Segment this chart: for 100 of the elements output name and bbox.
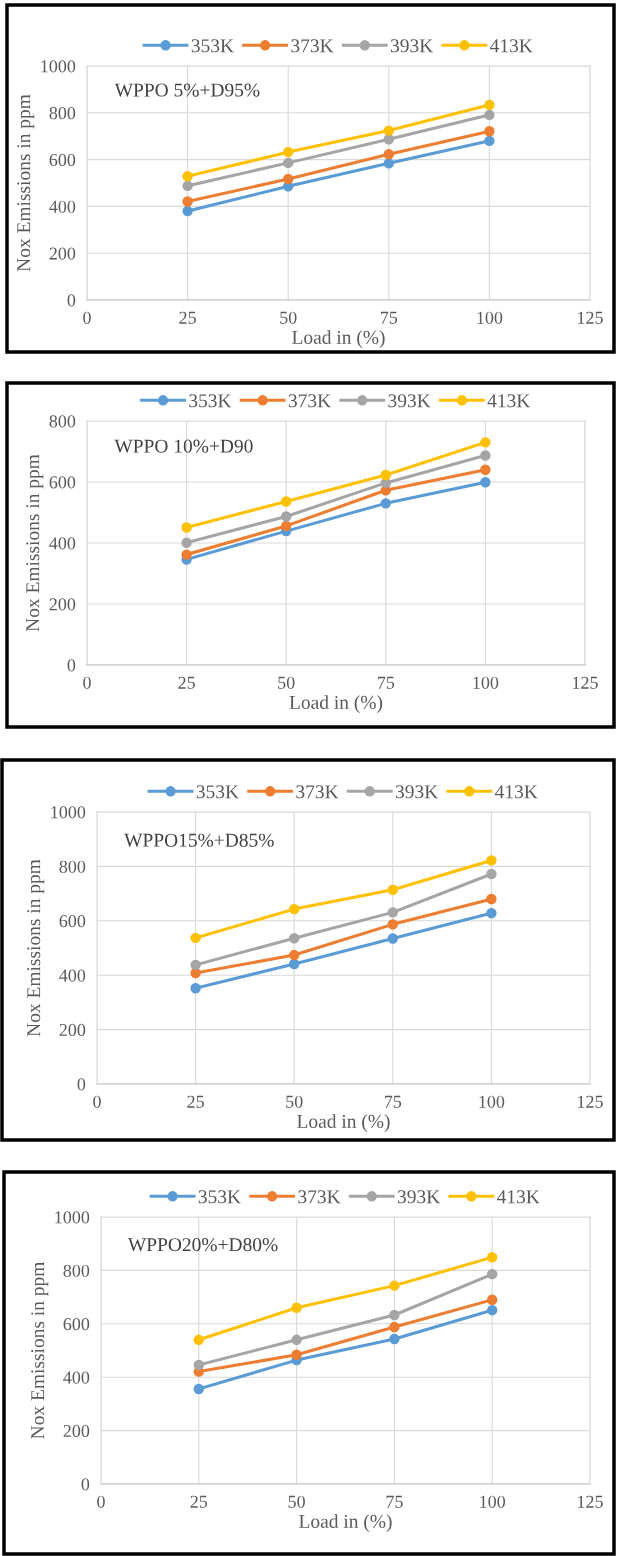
- y-tick-label: 0: [81, 1478, 90, 1491]
- annotation: WPPO15%+D85%: [124, 833, 274, 847]
- y-tick-label: 200: [49, 598, 76, 611]
- point: [383, 158, 395, 169]
- y-tick-label: 400: [49, 200, 76, 213]
- point: [486, 907, 497, 919]
- point: [280, 496, 292, 507]
- point: [383, 134, 395, 145]
- x-tick-label: 25: [187, 1095, 204, 1108]
- y-tick-label: 600: [63, 1318, 90, 1331]
- x-tick-label: 50: [288, 1495, 305, 1508]
- point: [181, 522, 192, 533]
- point: [282, 157, 294, 169]
- point: [389, 1309, 400, 1321]
- x-tick-label: 0: [97, 1495, 105, 1508]
- point: [182, 171, 193, 182]
- point: [182, 180, 193, 192]
- point: [486, 868, 497, 880]
- point: [193, 1334, 205, 1346]
- point: [291, 1334, 302, 1346]
- x-tick-label: 100: [477, 311, 503, 324]
- point: [484, 126, 495, 137]
- y-tick-label: 400: [63, 1371, 90, 1384]
- point: [484, 135, 495, 147]
- x-tick-label: 25: [178, 676, 195, 689]
- y-tick-label: 800: [63, 1264, 90, 1277]
- x-tick-label: 75: [384, 1095, 402, 1108]
- x-tick-label: 75: [377, 676, 395, 689]
- y-tick-label: 600: [59, 915, 86, 928]
- point: [288, 903, 300, 915]
- y-axis-title: Nox Emissions in ppm: [31, 1261, 49, 1439]
- point: [387, 919, 399, 930]
- point: [193, 1383, 205, 1395]
- legend-label: 373K: [298, 1190, 341, 1204]
- x-axis-title: Load in (%): [297, 1114, 390, 1132]
- y-tick-label: 800: [49, 415, 76, 428]
- y-tick-label: 0: [77, 1078, 86, 1091]
- point: [389, 1280, 400, 1291]
- point: [181, 537, 192, 548]
- x-tick-label: 100: [473, 676, 499, 689]
- x-tick-label: 125: [573, 676, 598, 689]
- y-tick-label: 200: [59, 1023, 86, 1037]
- y-tick-label: 200: [63, 1424, 90, 1438]
- legend-label: 353K: [191, 39, 234, 53]
- point: [288, 958, 300, 970]
- point: [288, 949, 300, 961]
- point: [486, 1294, 498, 1305]
- point: [480, 437, 491, 448]
- x-axis-title: Load in (%): [299, 1514, 392, 1532]
- legend-label: 393K: [395, 785, 439, 799]
- y-tick-label: 800: [49, 107, 76, 120]
- y-tick-label: 800: [59, 860, 86, 873]
- y-axis-title: Nox Emissions in ppm: [26, 454, 44, 632]
- point: [387, 884, 399, 896]
- point: [181, 549, 192, 560]
- legend-label: 413K: [490, 39, 533, 53]
- y-tick-label: 600: [49, 476, 76, 489]
- point: [383, 149, 395, 160]
- point: [486, 1252, 498, 1263]
- point: [387, 907, 399, 918]
- legend-label: 413K: [497, 1190, 540, 1204]
- point: [387, 933, 399, 944]
- point: [288, 932, 300, 944]
- point: [486, 1304, 498, 1316]
- legend-label: 393K: [390, 39, 434, 53]
- point: [190, 983, 201, 994]
- y-tick-label: 200: [49, 247, 76, 260]
- point: [182, 196, 193, 207]
- x-tick-label: 125: [578, 1495, 603, 1508]
- y-tick-label: 0: [67, 659, 76, 672]
- x-tick-label: 100: [480, 1495, 506, 1508]
- x-tick-label: 75: [386, 1495, 403, 1508]
- x-tick-label: 0: [93, 1095, 101, 1108]
- y-tick-label: 1000: [55, 1211, 90, 1224]
- point: [484, 99, 495, 111]
- point: [486, 893, 497, 905]
- x-tick-label: 25: [190, 1495, 208, 1508]
- y-tick-label: 400: [49, 537, 76, 550]
- x-tick-label: 125: [578, 1095, 603, 1108]
- legend-label: 353K: [198, 1190, 241, 1204]
- x-axis-title: Load in (%): [289, 695, 383, 713]
- x-axis-title: Load in (%): [292, 330, 385, 348]
- y-tick-label: 1000: [41, 60, 76, 73]
- point: [193, 1359, 205, 1371]
- x-tick-label: 100: [479, 1095, 505, 1108]
- annotation: WPPO 10%+D90: [114, 439, 253, 453]
- y-tick-label: 0: [67, 294, 76, 307]
- point: [282, 146, 294, 158]
- point: [291, 1302, 302, 1313]
- annotation: WPPO20%+D80%: [127, 1238, 278, 1252]
- x-tick-label: 50: [278, 676, 295, 689]
- y-tick-label: 600: [49, 153, 76, 167]
- point: [486, 855, 497, 866]
- point: [280, 511, 292, 522]
- x-tick-label: 50: [280, 311, 297, 324]
- point: [291, 1349, 302, 1360]
- legend-label: 373K: [291, 39, 334, 53]
- legend-label: 353K: [196, 785, 239, 799]
- x-tick-label: 125: [578, 311, 603, 324]
- legend-label: 373K: [288, 394, 331, 408]
